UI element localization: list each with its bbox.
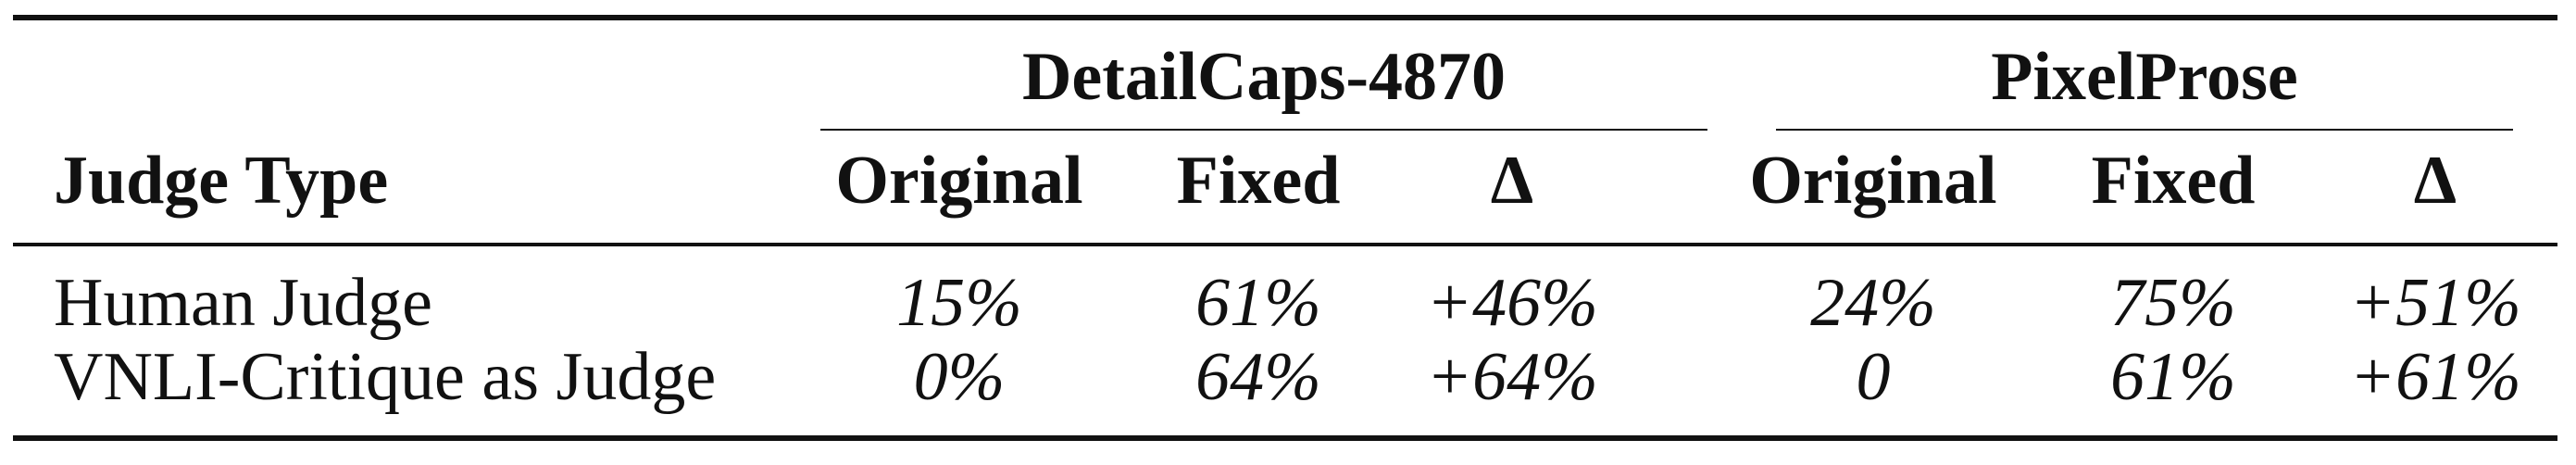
table-cell: +61% bbox=[2349, 339, 2521, 415]
stub-header: Judge Type bbox=[54, 143, 389, 219]
table-cell: 15% bbox=[896, 265, 1022, 341]
table-cell: 64% bbox=[1195, 339, 1321, 415]
group-header-pixelprose: PixelProse bbox=[1991, 39, 2298, 115]
group-rule-pixelprose bbox=[1776, 129, 2513, 131]
table-cell: 75% bbox=[2110, 265, 2236, 341]
row-label: VNLI-Critique as Judge bbox=[54, 339, 717, 415]
col-header-fixed-pixelprose: Fixed bbox=[2091, 143, 2256, 219]
col-header-delta-detailcaps: Δ bbox=[1490, 143, 1534, 219]
table-cell: +46% bbox=[1426, 265, 1598, 341]
table-cell: +64% bbox=[1426, 339, 1598, 415]
table-cell: 61% bbox=[1195, 265, 1321, 341]
top-rule bbox=[13, 15, 2557, 20]
col-header-original-detailcaps: Original bbox=[835, 143, 1083, 219]
group-rule-detailcaps bbox=[820, 129, 1707, 131]
table-cell: 24% bbox=[1810, 265, 1936, 341]
table-cell: 0% bbox=[913, 339, 1006, 415]
table-cell: +51% bbox=[2349, 265, 2521, 341]
table-cell: 0 bbox=[1856, 339, 1891, 415]
table-cell: 61% bbox=[2110, 339, 2236, 415]
row-label: Human Judge bbox=[54, 265, 432, 341]
col-header-delta-pixelprose: Δ bbox=[2413, 143, 2457, 219]
group-header-detailcaps: DetailCaps-4870 bbox=[1021, 39, 1507, 115]
col-header-fixed-detailcaps: Fixed bbox=[1176, 143, 1341, 219]
col-header-original-pixelprose: Original bbox=[1749, 143, 1997, 219]
header-rule bbox=[13, 243, 2557, 246]
bottom-rule bbox=[13, 435, 2557, 441]
